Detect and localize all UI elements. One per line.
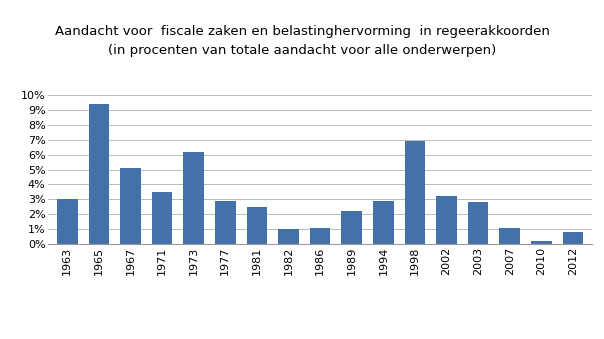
Bar — [405, 141, 425, 244]
Bar — [246, 207, 267, 244]
Bar — [152, 192, 172, 244]
Bar — [215, 201, 236, 244]
Bar — [310, 228, 330, 244]
Text: Aandacht voor  fiscale zaken en belastinghervorming  in regeerakkoorden
(in proc: Aandacht voor fiscale zaken en belasting… — [54, 25, 550, 57]
Bar — [563, 232, 583, 244]
Bar — [436, 196, 457, 244]
Bar — [120, 168, 141, 244]
Bar — [278, 229, 299, 244]
Bar — [500, 228, 520, 244]
Bar — [468, 202, 489, 244]
Bar — [531, 241, 551, 244]
Bar — [89, 104, 109, 244]
Bar — [57, 199, 77, 244]
Bar — [373, 201, 394, 244]
Bar — [184, 152, 204, 244]
Bar — [341, 211, 362, 244]
